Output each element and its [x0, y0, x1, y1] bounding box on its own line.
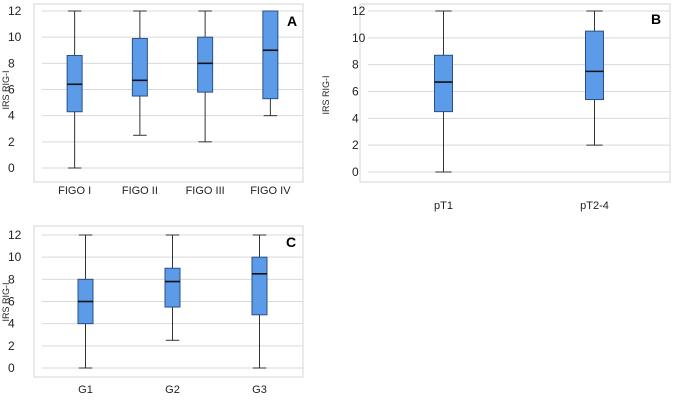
y-tick-label: 2 — [8, 339, 15, 353]
y-tick-label: 4 — [8, 109, 15, 123]
x-category-label: FIGO III — [186, 185, 225, 197]
panel-label: A — [287, 13, 297, 29]
y-tick-label: 6 — [8, 295, 15, 309]
y-tick-label: 2 — [352, 138, 359, 152]
y-tick-label: 0 — [8, 361, 15, 375]
y-tick-label: 4 — [8, 317, 15, 331]
y-tick-label: 8 — [8, 272, 15, 286]
box-g3 — [251, 234, 268, 369]
box-figo-iv — [262, 10, 279, 117]
y-tick-label: 2 — [8, 135, 15, 149]
y-tick-label: 0 — [8, 161, 15, 175]
x-category-label: G1 — [78, 384, 93, 396]
iqr-box — [131, 37, 148, 97]
chart-panel-c: 0 2 4 6 8 10 12 IRS RIG-I C G1 G2 G3 — [1, 225, 304, 396]
x-category-label: pT1 — [434, 200, 453, 212]
iqr-box — [585, 30, 604, 101]
y-tick-label: 10 — [8, 30, 22, 44]
plot-frame — [33, 3, 304, 183]
y-axis-title: IRS RIG-I — [1, 282, 11, 321]
panel-label: B — [651, 11, 661, 27]
box-figo-iii — [197, 10, 214, 143]
box-pt2-4 — [585, 10, 604, 146]
y-tick-label: 4 — [352, 111, 359, 125]
x-category-label: G2 — [165, 384, 180, 396]
x-category-label: FIGO I — [58, 185, 91, 197]
y-axis-title: IRS RIG-I — [1, 70, 11, 109]
box-figo-i — [66, 10, 83, 169]
iqr-box — [262, 10, 279, 100]
iqr-box — [197, 36, 214, 93]
y-tick-label: 12 — [352, 4, 366, 18]
plot-frame — [359, 3, 671, 183]
y-axis-title: IRS RIG-I — [321, 75, 331, 114]
y-tick-label: 12 — [8, 228, 22, 242]
panel-label: C — [286, 234, 296, 250]
x-category-label: G3 — [252, 384, 267, 396]
x-category-label: FIGO II — [122, 185, 158, 197]
box-pt1 — [434, 10, 453, 173]
x-category-label: FIGO IV — [250, 185, 291, 197]
x-category-label: pT2-4 — [580, 200, 609, 212]
y-tick-label: 6 — [8, 83, 15, 97]
y-tick-label: 6 — [352, 85, 359, 99]
chart-panel-a: 0 2 4 6 8 10 12 IRS RIG-I A FIGO I FIGO II FIGO III… — [1, 3, 304, 197]
iqr-box — [251, 256, 268, 316]
y-tick-label: 8 — [8, 56, 15, 70]
y-tick-label: 12 — [8, 4, 22, 18]
y-tick-label: 10 — [352, 31, 366, 45]
y-tick-label: 0 — [352, 165, 359, 179]
box-g1 — [77, 234, 94, 369]
y-tick-label: 8 — [352, 58, 359, 72]
y-tick-label: 10 — [8, 250, 22, 264]
box-g2 — [164, 234, 181, 341]
iqr-box — [164, 267, 181, 308]
box-figo-ii — [131, 10, 148, 136]
iqr-box — [434, 54, 453, 113]
